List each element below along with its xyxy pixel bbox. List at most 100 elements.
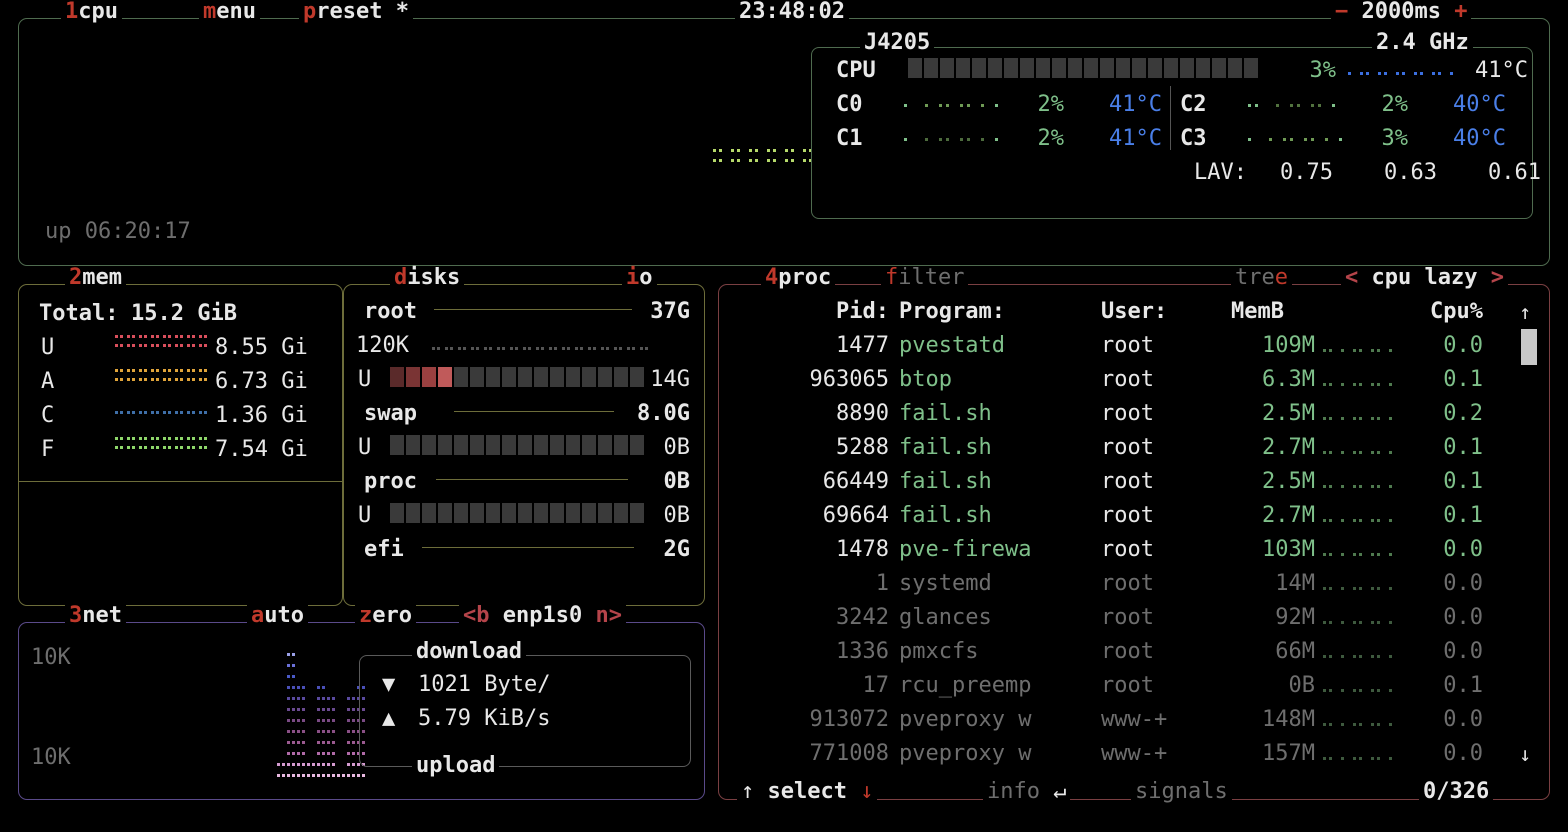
scroll-down-arrow-icon[interactable]: ↓ xyxy=(1519,742,1532,766)
scrollbar-thumb[interactable] xyxy=(1521,329,1537,365)
proc-info-hint[interactable]: info ↵ xyxy=(983,779,1071,804)
cell-mem: 157M xyxy=(1262,741,1315,766)
cell-program: rcu_preemp xyxy=(899,673,1032,698)
cell-mem: 2.5M xyxy=(1262,469,1315,494)
decrease-interval-button[interactable]: − xyxy=(1335,0,1349,24)
column-header-mem[interactable]: MemB xyxy=(1231,299,1284,324)
increase-interval-button[interactable]: + xyxy=(1454,0,1468,24)
filter-label: ilter xyxy=(898,265,965,290)
disk-size-root: 37G xyxy=(650,299,690,324)
download-value: 1021 Byte/ xyxy=(418,672,551,697)
proc-filter-input[interactable]: filter xyxy=(881,265,969,290)
disks-io-toggle[interactable]: io xyxy=(622,267,657,289)
core-graph-c2 xyxy=(1248,104,1348,116)
load-average-1m: 0.75 xyxy=(1280,160,1333,185)
cpu-preset-button[interactable]: preset * xyxy=(299,1,413,23)
cell-cpu-graph xyxy=(1323,655,1393,661)
cell-program: pveproxy w xyxy=(899,741,1032,766)
info-label: info xyxy=(987,779,1040,804)
cell-pid: 1477 xyxy=(836,333,889,358)
cell-cpu: 0.2 xyxy=(1443,401,1483,426)
cell-program: fail.sh xyxy=(899,401,992,426)
cell-pid: 66449 xyxy=(822,469,889,494)
prev-sort-button[interactable]: < xyxy=(1345,265,1359,290)
mem-total-value: 15.2 GiB xyxy=(131,301,237,326)
download-arrow-icon: ▼ xyxy=(382,672,396,697)
column-header-program[interactable]: Program: xyxy=(899,299,1005,324)
cell-cpu: 0.0 xyxy=(1443,639,1483,664)
disk-name-efi: efi xyxy=(364,537,404,562)
clock: 23:48:02 xyxy=(735,1,849,23)
cell-user: root xyxy=(1101,639,1154,664)
proc-box-title[interactable]: 4proc xyxy=(761,265,836,290)
scroll-up-arrow-icon[interactable]: ↑ xyxy=(1519,300,1532,324)
cell-program: glances xyxy=(899,605,992,630)
disks-box-title[interactable]: disks xyxy=(390,267,465,289)
mem-row-key-used: U xyxy=(41,335,55,360)
net-auto-toggle[interactable]: auto xyxy=(247,605,308,627)
preset-label: reset xyxy=(316,0,383,24)
update-interval-control[interactable]: − 2000ms + xyxy=(1331,0,1472,24)
cell-cpu: 0.1 xyxy=(1443,469,1483,494)
cpu-total-meter xyxy=(908,58,1258,78)
net-box-title[interactable]: 3net xyxy=(65,605,126,627)
cell-cpu-graph xyxy=(1323,519,1393,525)
cell-cpu: 0.1 xyxy=(1443,673,1483,698)
net-interface-selector[interactable]: <b enp1s0 n> xyxy=(459,605,626,627)
disk-used-meter-root xyxy=(390,367,644,387)
column-header-cpu[interactable]: Cpu% xyxy=(1430,299,1483,324)
proc-signals-hint[interactable]: signals xyxy=(1131,781,1232,803)
cell-mem: 2.7M xyxy=(1262,435,1315,460)
proc-select-hint[interactable]: ↑ select ↓ xyxy=(737,779,878,804)
cell-pid: 963065 xyxy=(809,367,889,392)
core-graph-c0 xyxy=(904,104,1004,116)
proc-sort-selector[interactable]: < cpu lazy > xyxy=(1341,267,1508,289)
net-speed-box: download ▼ 1021 Byte/ ▲ 5.79 KiB/s uploa… xyxy=(359,641,691,777)
cell-mem: 2.5M xyxy=(1262,401,1315,426)
cell-mem: 2.7M xyxy=(1262,503,1315,528)
net-box: 3net auto zero <b enp1s0 n> 10K 10K down… xyxy=(18,605,705,800)
disks-box: disks io root 37G 120K U 14G swap 8.0G U… xyxy=(343,267,705,606)
cpu-frequency: 2.4 GHz xyxy=(1372,32,1473,54)
cell-cpu: 0.1 xyxy=(1443,503,1483,528)
disk-size-proc: 0B xyxy=(663,469,691,494)
proc-hotkey: 4 xyxy=(765,265,779,290)
disk-used-meter-proc xyxy=(390,503,644,523)
download-label: download xyxy=(412,641,526,663)
next-sort-button[interactable]: > xyxy=(1490,265,1504,290)
cell-user: root xyxy=(1101,367,1154,392)
mem-graph-used xyxy=(115,335,215,357)
net-zero-toggle[interactable]: zero xyxy=(355,605,416,627)
interval-value: 2000ms xyxy=(1361,0,1441,24)
cell-mem: 103M xyxy=(1262,537,1315,562)
cpu-temp-graph xyxy=(1348,72,1458,86)
mem-row-key-free: F xyxy=(41,437,55,462)
cpu-box-title[interactable]: 1cpu xyxy=(61,1,122,23)
net-hotkey: 3 xyxy=(69,603,83,628)
core-percent-c2: 2% xyxy=(1381,92,1409,117)
disk-used-label-root: U xyxy=(358,367,372,392)
next-interface-button[interactable]: n> xyxy=(595,603,622,628)
column-header-user[interactable]: User: xyxy=(1101,299,1168,324)
net-graph xyxy=(277,653,367,785)
cpu-menu-button[interactable]: menu xyxy=(199,1,260,23)
cell-program: pveproxy w xyxy=(899,707,1032,732)
proc-tree-toggle[interactable]: tree xyxy=(1231,267,1292,289)
cpu-total-percent: 3% xyxy=(1309,58,1337,83)
select-label: select xyxy=(767,779,847,804)
uptime-label: up 06:20:17 xyxy=(45,219,191,244)
core-percent-c3: 3% xyxy=(1381,126,1409,151)
proc-box: 4proc filter tree < cpu lazy > Pid: Prog… xyxy=(718,267,1550,804)
core-label-c2: C2 xyxy=(1180,92,1207,117)
cell-pid: 17 xyxy=(862,673,890,698)
disk-io-scale-root: 120K xyxy=(356,333,409,358)
mem-total-label: Total: xyxy=(39,301,119,326)
preset-star: * xyxy=(395,0,409,24)
mem-row-value-cached: 1.36 Gi xyxy=(215,403,308,428)
column-header-pid[interactable]: Pid: xyxy=(836,299,889,324)
cell-mem: 0B xyxy=(1288,673,1316,698)
prev-interface-button[interactable]: <b xyxy=(463,603,490,628)
cell-mem: 92M xyxy=(1275,605,1315,630)
mem-box-title[interactable]: 2mem xyxy=(65,267,126,289)
